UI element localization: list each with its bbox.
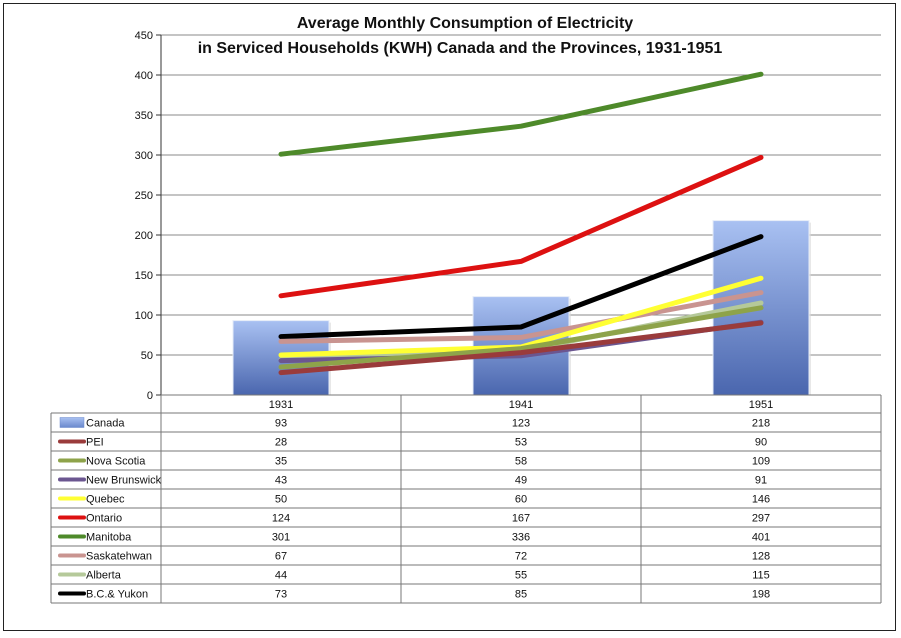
y-tick-label-0: 0 <box>147 390 153 402</box>
y-tick-label-300: 300 <box>135 150 153 162</box>
y-tick-label-400: 400 <box>135 70 153 82</box>
table-value-nova-scotia-1951: 109 <box>752 456 770 468</box>
line-ontario <box>278 154 764 299</box>
legend-label-manitoba: Manitoba <box>86 532 132 544</box>
chart-canvas: Average Monthly Consumption of Electrici… <box>50 15 882 604</box>
table-value-alberta-1951: 115 <box>752 570 770 582</box>
table-value-alberta-1931: 44 <box>275 570 287 582</box>
table-value-pei-1941: 53 <box>515 437 527 449</box>
line-b-c-yukon <box>278 234 764 340</box>
table-value-new-brunswick-1931: 43 <box>275 475 287 487</box>
table-value-b-c-yukon-1941: 85 <box>515 589 527 601</box>
line-manitoba <box>278 71 764 157</box>
chart-title-line-2: in Serviced Households (KWH) Canada and … <box>198 40 723 57</box>
legend-label-nova-scotia: Nova Scotia <box>86 456 146 468</box>
table-value-new-brunswick-1951: 91 <box>755 475 767 487</box>
table-value-alberta-1941: 55 <box>515 570 527 582</box>
table-value-b-c-yukon-1951: 198 <box>752 589 770 601</box>
y-tick-label-450: 450 <box>135 30 153 42</box>
table-value-canada-1931: 93 <box>275 418 287 430</box>
table-value-ontario-1931: 124 <box>272 513 290 525</box>
table-value-nova-scotia-1931: 35 <box>275 456 287 468</box>
table-value-pei-1951: 90 <box>755 437 767 449</box>
table-value-new-brunswick-1941: 49 <box>515 475 527 487</box>
table-value-saskatehwan-1951: 128 <box>752 551 770 563</box>
table-value-canada-1941: 123 <box>512 418 530 430</box>
y-tick-label-150: 150 <box>135 270 153 282</box>
legend-label-b-c-yukon: B.C.& Yukon <box>86 589 148 601</box>
province-lines <box>278 71 764 376</box>
table-value-ontario-1941: 167 <box>512 513 530 525</box>
table-value-canada-1951: 218 <box>752 418 770 430</box>
table-value-ontario-1951: 297 <box>752 513 770 525</box>
legend-label-saskatehwan: Saskatehwan <box>86 551 152 563</box>
table-value-pei-1931: 28 <box>275 437 287 449</box>
y-axis-tick-labels: 0 50 100 150 200 250 300 350 400 450 <box>135 30 153 402</box>
table-value-manitoba-1951: 401 <box>752 532 770 544</box>
line-nova-scotia <box>278 305 764 370</box>
chart-title-line-1: Average Monthly Consumption of Electrici… <box>297 15 633 32</box>
y-tick-label-200: 200 <box>135 230 153 242</box>
legend-key-canada <box>59 417 85 428</box>
data-table: 1931 1941 1951 Canada 93 123 218 PEI 28 53 90 Nova … <box>50 394 882 604</box>
legend-label-new-brunswick: New Brunswick <box>86 475 162 487</box>
table-value-saskatehwan-1931: 67 <box>275 551 287 563</box>
y-tick-label-50: 50 <box>141 350 153 362</box>
table-value-manitoba-1931: 301 <box>272 532 290 544</box>
x-category-label-1941: 1941 <box>509 399 533 411</box>
table-value-b-c-yukon-1931: 73 <box>275 589 287 601</box>
table-value-saskatehwan-1941: 72 <box>515 551 527 563</box>
table-value-quebec-1941: 60 <box>515 494 527 506</box>
line-saskatehwan <box>278 290 764 344</box>
legend-label-pei: PEI <box>86 437 104 449</box>
y-tick-label-350: 350 <box>135 110 153 122</box>
x-category-label-1951: 1951 <box>749 399 773 411</box>
x-category-label-1931: 1931 <box>269 399 293 411</box>
y-tick-label-100: 100 <box>135 310 153 322</box>
chart-frame: Average Monthly Consumption of Electrici… <box>3 3 896 631</box>
table-value-quebec-1931: 50 <box>275 494 287 506</box>
legend-label-canada: Canada <box>86 418 125 430</box>
line-pei <box>278 320 764 376</box>
legend-label-ontario: Ontario <box>86 513 122 525</box>
table-value-nova-scotia-1941: 58 <box>515 456 527 468</box>
legend-label-alberta: Alberta <box>86 570 122 582</box>
y-tick-label-250: 250 <box>135 190 153 202</box>
table-value-manitoba-1941: 336 <box>512 532 530 544</box>
legend-label-quebec: Quebec <box>86 494 125 506</box>
table-value-quebec-1951: 146 <box>752 494 770 506</box>
chart-title: Average Monthly Consumption of Electrici… <box>198 15 723 57</box>
